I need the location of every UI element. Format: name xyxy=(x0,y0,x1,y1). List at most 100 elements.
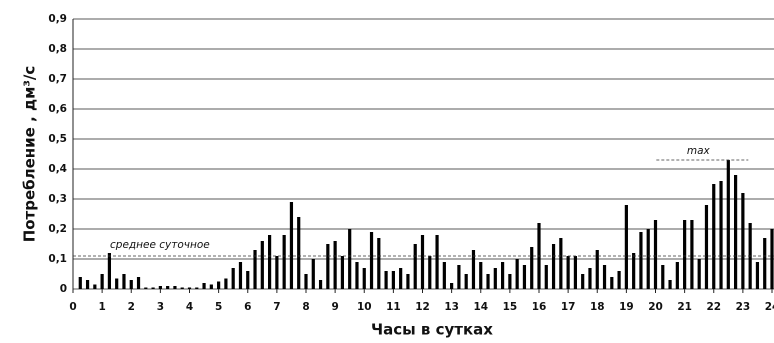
x-tick-label: 13 xyxy=(444,301,459,313)
bar xyxy=(326,244,330,289)
y-tick-label: 0,1 xyxy=(48,253,67,265)
x-tick-label: 1 xyxy=(98,301,105,313)
y-tick-label: 0,4 xyxy=(48,163,67,175)
bar xyxy=(100,274,104,289)
x-tick-label: 10 xyxy=(357,301,372,313)
bar xyxy=(355,262,359,289)
bar xyxy=(340,256,345,289)
bar xyxy=(399,268,403,289)
bar xyxy=(508,274,512,289)
bar xyxy=(289,202,294,289)
bar xyxy=(617,271,621,289)
x-tick-label: 21 xyxy=(677,301,692,313)
y-tick-label: 0,9 xyxy=(48,13,67,25)
bar xyxy=(471,250,476,289)
bar xyxy=(719,181,723,289)
x-tick-label: 7 xyxy=(273,301,280,313)
bar xyxy=(209,284,213,289)
bar xyxy=(479,262,483,289)
bar xyxy=(275,256,279,289)
mean-label: среднее суточное xyxy=(110,239,210,251)
bar xyxy=(267,235,272,289)
bar xyxy=(195,287,199,289)
bar xyxy=(85,280,90,289)
bar xyxy=(566,256,570,289)
bar xyxy=(559,238,563,289)
bar xyxy=(217,281,221,289)
bar xyxy=(115,278,119,289)
y-tick-label: 0,2 xyxy=(48,223,67,235)
x-tick-label: 22 xyxy=(706,301,721,313)
x-tick-label: 5 xyxy=(215,301,222,313)
bar xyxy=(122,274,126,289)
x-tick-label: 6 xyxy=(244,301,251,313)
bar xyxy=(632,253,636,289)
bar xyxy=(530,247,534,289)
bar xyxy=(551,244,556,289)
x-tick-label: 4 xyxy=(186,301,193,313)
bar xyxy=(668,280,672,289)
bar xyxy=(384,271,388,289)
bar xyxy=(78,277,82,289)
bar xyxy=(610,277,614,289)
y-axis-title: Потребление , дм³/с xyxy=(21,66,39,243)
bar xyxy=(522,265,527,289)
x-tick-label: 16 xyxy=(532,301,547,313)
bar xyxy=(151,287,155,289)
bar xyxy=(486,274,490,289)
bar xyxy=(406,274,410,289)
bar xyxy=(107,253,112,289)
bar xyxy=(166,286,170,289)
bar xyxy=(180,287,184,289)
bar xyxy=(544,265,548,289)
bar xyxy=(661,265,665,289)
bar xyxy=(726,160,730,289)
bar xyxy=(500,262,505,289)
x-tick-label: 24 xyxy=(765,301,774,313)
x-tick-label: 2 xyxy=(128,301,135,313)
bar xyxy=(639,232,643,289)
bar xyxy=(260,241,264,289)
bar xyxy=(304,274,308,289)
bar xyxy=(602,265,607,289)
x-tick-label: 9 xyxy=(331,301,338,313)
x-tick-label: 19 xyxy=(619,301,634,313)
bar xyxy=(733,175,738,289)
bar xyxy=(704,205,709,289)
bar xyxy=(595,250,599,289)
bar xyxy=(413,244,417,289)
bar xyxy=(311,259,315,289)
bar xyxy=(318,280,323,289)
bar xyxy=(588,268,592,289)
bar xyxy=(224,278,228,289)
y-tick-label: 0,5 xyxy=(48,133,67,145)
bar xyxy=(741,193,745,289)
bar xyxy=(646,229,650,289)
bar xyxy=(297,217,301,289)
bar xyxy=(515,259,519,289)
bar xyxy=(435,235,439,289)
bar xyxy=(457,265,461,289)
bar xyxy=(253,250,257,289)
x-tick-label: 14 xyxy=(473,301,488,313)
bar xyxy=(158,286,162,289)
bar xyxy=(369,232,374,289)
bar xyxy=(755,262,760,289)
bar xyxy=(712,184,716,289)
bar xyxy=(333,241,337,289)
x-tick-label: 17 xyxy=(561,301,576,313)
x-tick-label: 12 xyxy=(415,301,430,313)
bar xyxy=(581,274,585,289)
bar xyxy=(464,274,468,289)
bar xyxy=(690,220,694,289)
bar xyxy=(493,268,497,289)
bar xyxy=(136,277,141,289)
bar xyxy=(173,286,177,289)
bar xyxy=(238,262,243,289)
x-tick-label: 3 xyxy=(157,301,164,313)
bar xyxy=(187,287,192,289)
x-tick-label: 23 xyxy=(736,301,751,313)
bar xyxy=(93,284,97,289)
y-tick-label: 0,3 xyxy=(48,193,67,205)
bar xyxy=(362,268,366,289)
